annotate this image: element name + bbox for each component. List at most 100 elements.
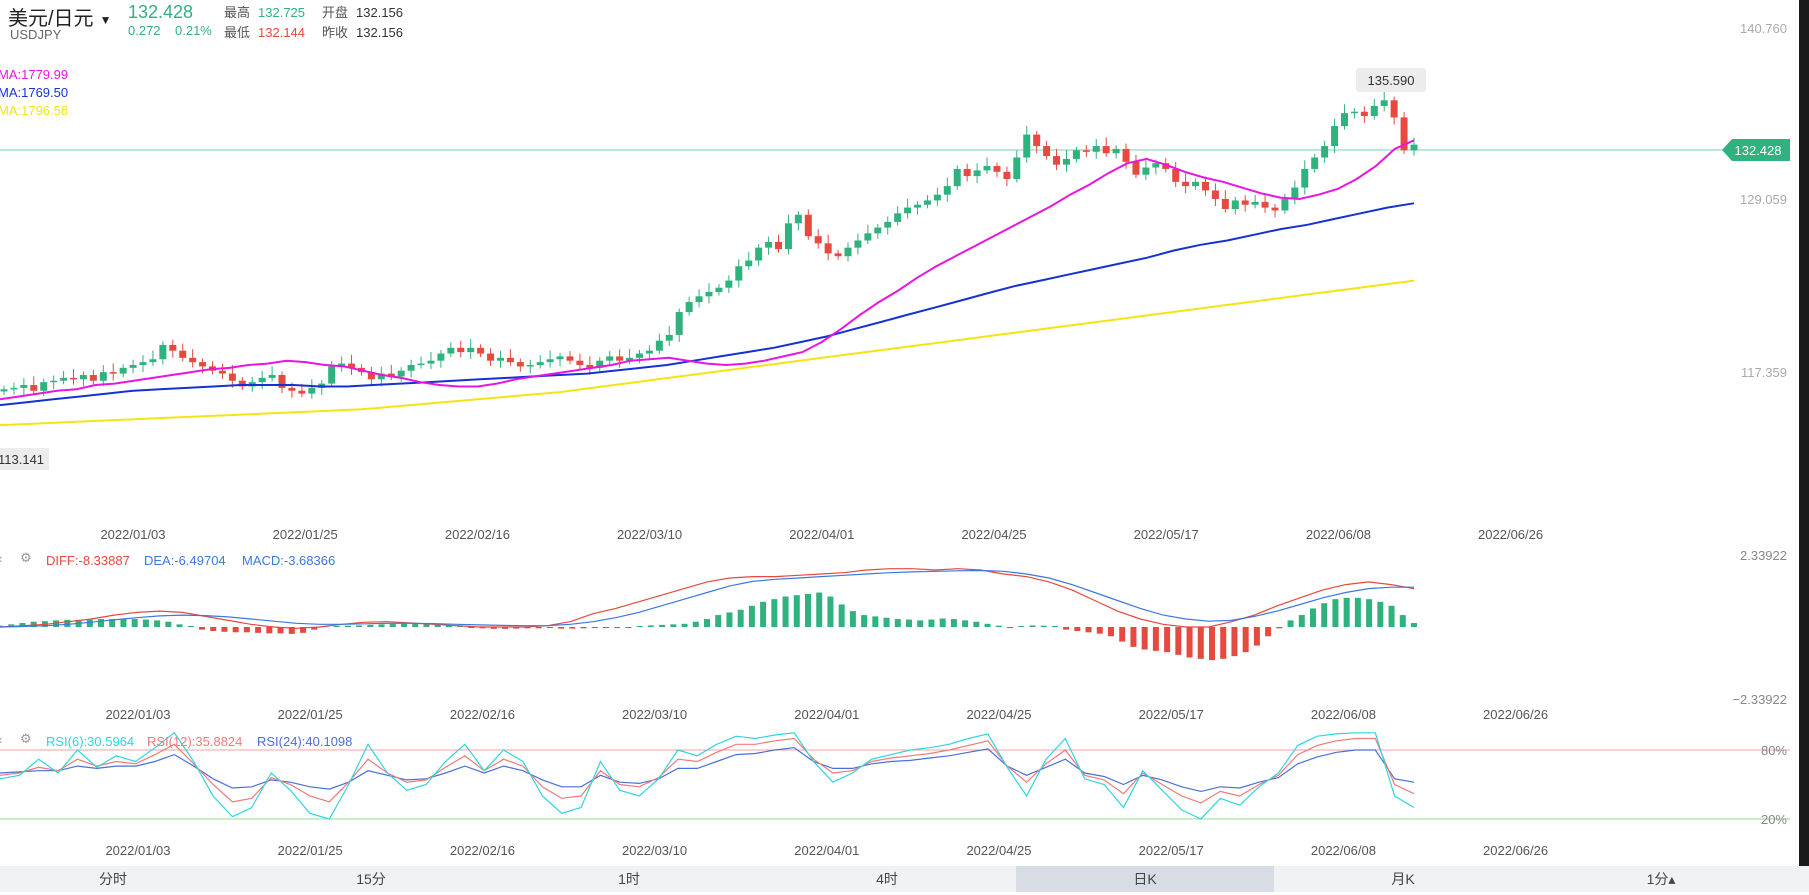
macd-axis-bottom: −2.33922 bbox=[1732, 692, 1787, 707]
candle-body bbox=[338, 363, 346, 367]
macd-bar bbox=[939, 618, 946, 627]
date-tick-label: 2022/04/25 bbox=[966, 707, 1031, 722]
tab-4hour[interactable]: 4时 bbox=[876, 871, 898, 887]
macd-bar bbox=[1310, 608, 1316, 627]
macd-bar bbox=[1051, 625, 1058, 627]
ma-short-line bbox=[0, 139, 1415, 401]
candle-body bbox=[546, 359, 554, 363]
chart-canvas[interactable]: 2022/01/03 2022/01/25 2022/02/16 2022/03/10… bbox=[0, 0, 1809, 866]
candle-body bbox=[1092, 146, 1100, 152]
macd-axis-top: 2.33922 bbox=[1740, 548, 1787, 563]
candle-body bbox=[367, 372, 375, 380]
candlestick-series bbox=[0, 91, 1418, 399]
tab-1hour[interactable]: 1时 bbox=[618, 871, 640, 887]
macd-bar bbox=[838, 604, 845, 627]
macd-bar bbox=[546, 627, 553, 629]
candle-body bbox=[675, 312, 683, 335]
macd-bar bbox=[827, 596, 834, 627]
candle-body bbox=[348, 363, 356, 368]
candle-body bbox=[328, 366, 336, 384]
ma-mid-line bbox=[0, 202, 1415, 407]
scrollbar[interactable] bbox=[1799, 0, 1809, 866]
date-tick-label: 2022/04/01 bbox=[794, 843, 859, 858]
date-tick-label: 2022/04/25 bbox=[966, 843, 1031, 858]
macd-bar bbox=[479, 627, 486, 629]
macd-bar bbox=[1343, 597, 1350, 627]
rsi24-legend: RSI(24):40.1098 bbox=[257, 734, 353, 749]
macd-bar bbox=[558, 627, 565, 629]
candle-body bbox=[1152, 163, 1160, 168]
macd-bar bbox=[782, 596, 789, 627]
macd-bar bbox=[737, 609, 744, 627]
price-change-percent: 0.21% bbox=[175, 23, 212, 38]
open-stat: 开盘 132.156 bbox=[322, 2, 403, 21]
candle-body bbox=[149, 359, 157, 363]
date-tick-label: 2022/04/01 bbox=[789, 527, 854, 542]
current-price-tag-label: 132.428 bbox=[1735, 143, 1782, 158]
candle-body bbox=[1142, 167, 1150, 175]
prev-close-label: 昨收 bbox=[322, 25, 349, 40]
macd-bar bbox=[86, 619, 93, 627]
macd-bar bbox=[142, 619, 149, 627]
macd-dea-legend: DEA:-6.49704 bbox=[144, 553, 226, 568]
candle-body bbox=[1390, 100, 1398, 118]
candle-body bbox=[1261, 201, 1269, 208]
y-axis-label-mid: 129.059 bbox=[1740, 192, 1787, 207]
macd-bar bbox=[917, 620, 924, 627]
macd-bar bbox=[1040, 625, 1047, 627]
candle-body bbox=[963, 168, 971, 177]
diff-line bbox=[0, 568, 1415, 629]
macd-bar bbox=[872, 616, 879, 627]
macd-bar bbox=[468, 627, 475, 628]
macd-collapse-icon[interactable]: ‹ bbox=[0, 551, 2, 566]
date-tick-label: 2022/06/26 bbox=[1478, 527, 1543, 542]
macd-bar bbox=[1108, 627, 1114, 637]
macd-bar bbox=[288, 627, 295, 634]
candle-body bbox=[705, 292, 713, 297]
macd-bar bbox=[1411, 623, 1417, 627]
macd-bar bbox=[973, 621, 980, 627]
tab-1min-menu[interactable]: 1分▴ bbox=[1646, 871, 1676, 887]
candle-body bbox=[30, 385, 38, 391]
candle-body bbox=[169, 344, 177, 351]
rsi-settings-gear-icon[interactable]: ⚙ bbox=[20, 731, 32, 746]
macd-bar bbox=[1321, 603, 1328, 627]
macd-bar bbox=[636, 626, 643, 627]
candle-body bbox=[457, 347, 465, 353]
macd-bar bbox=[591, 627, 598, 629]
candle-body bbox=[814, 236, 822, 244]
tab-15min[interactable]: 15分 bbox=[356, 871, 386, 887]
macd-bar bbox=[569, 627, 576, 629]
candle-body bbox=[635, 353, 643, 358]
candle-body bbox=[1053, 156, 1061, 165]
tab-daily-k[interactable]: 日K bbox=[1016, 866, 1274, 892]
candle-body bbox=[437, 353, 445, 361]
candle-body bbox=[109, 372, 117, 374]
candle-body bbox=[1112, 148, 1120, 154]
candle-body bbox=[725, 280, 733, 288]
macd-bar bbox=[221, 627, 228, 632]
settings-gear-icon[interactable]: ⚙ bbox=[20, 550, 32, 565]
candle-body bbox=[1043, 146, 1051, 157]
symbol-title[interactable]: 美元/日元 ▼ bbox=[8, 2, 111, 31]
macd-bar bbox=[704, 619, 710, 627]
macd-bar bbox=[412, 623, 419, 627]
candle-body bbox=[1380, 100, 1388, 106]
macd-bar bbox=[243, 627, 250, 633]
macd-bar bbox=[726, 612, 733, 627]
macd-bar bbox=[625, 627, 632, 628]
macd-bar bbox=[98, 619, 104, 627]
candle-body bbox=[655, 340, 663, 351]
tab-monthly-k[interactable]: 月K bbox=[1391, 871, 1415, 887]
macd-bar bbox=[1074, 627, 1081, 631]
rsi-collapse-icon[interactable]: ‹ bbox=[0, 732, 2, 747]
macd-bar bbox=[300, 627, 306, 633]
moving-average-lines bbox=[0, 139, 1415, 427]
tab-fenshi[interactable]: 分时 bbox=[99, 871, 127, 887]
candle-body bbox=[1410, 144, 1418, 151]
candle-body bbox=[1082, 150, 1090, 152]
candle-body bbox=[308, 387, 316, 394]
candle-body bbox=[854, 240, 862, 248]
macd-bar bbox=[1354, 597, 1361, 627]
chevron-down-icon[interactable]: ▼ bbox=[99, 12, 112, 27]
